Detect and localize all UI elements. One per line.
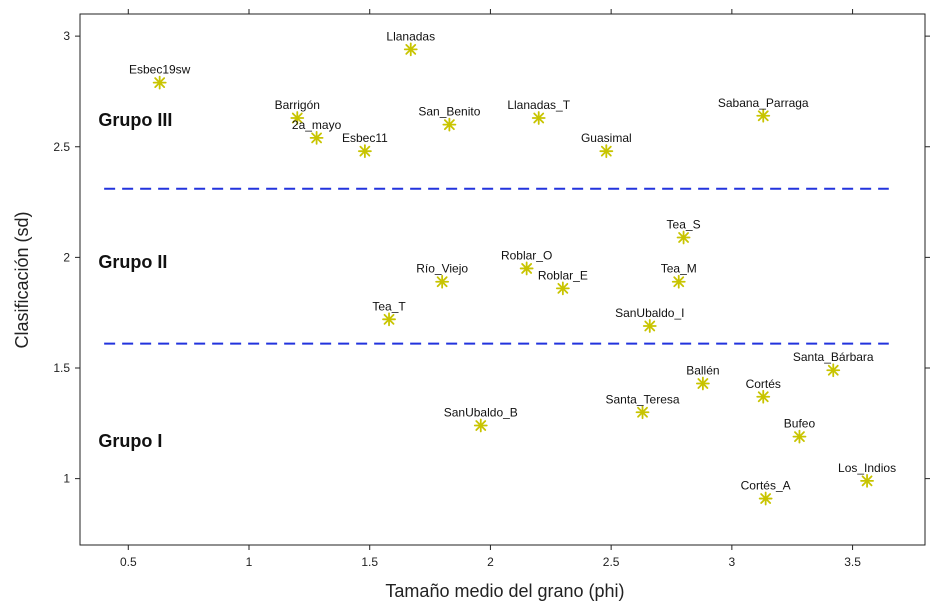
data-point: Tea_M <box>661 262 697 289</box>
x-tick-label: 2.5 <box>603 555 620 569</box>
asterisk-marker <box>154 77 166 88</box>
asterisk-marker <box>794 431 805 442</box>
point-label: San_Benito <box>418 105 480 119</box>
point-label: Llanadas_T <box>507 98 570 112</box>
x-tick-label: 3.5 <box>844 555 861 569</box>
point-label: Tea_T <box>372 299 406 313</box>
data-point: Los_Indios <box>838 461 896 488</box>
threshold-lines <box>104 187 889 345</box>
data-point: Guasimal <box>581 131 632 159</box>
asterisk-marker <box>673 276 685 288</box>
point-label: Roblar_O <box>501 248 552 262</box>
data-point: Cortés <box>746 377 781 404</box>
point-label: Río_Viejo <box>416 262 468 276</box>
y-tick-label: 1.5 <box>53 361 70 375</box>
asterisk-marker <box>757 391 769 403</box>
data-point: Roblar_E <box>538 268 588 296</box>
point-label: Santa_Teresa <box>605 392 679 406</box>
point-label: Roblar_E <box>538 268 588 282</box>
asterisk-marker <box>443 119 455 131</box>
data-point: Esbec19sw <box>129 63 191 90</box>
plot-frame <box>79 13 926 546</box>
y-tick-label: 2.5 <box>53 140 70 154</box>
asterisk-marker <box>475 420 487 431</box>
asterisk-marker <box>644 320 656 332</box>
data-point: Cortés_A <box>741 479 791 506</box>
point-label: Tea_M <box>661 262 697 276</box>
data-point: Santa_Teresa <box>605 392 680 420</box>
data-point: Santa_Bárbara <box>793 350 874 378</box>
data-point: 2a_mayo <box>292 118 342 145</box>
asterisk-marker <box>827 364 839 376</box>
point-label: Guasimal <box>581 131 632 145</box>
y-tick-label: 1 <box>63 472 70 486</box>
x-tick-label: 1 <box>246 555 253 569</box>
data-point: Barrigón <box>275 98 320 125</box>
asterisk-marker <box>600 145 612 157</box>
point-label: Sabana_Parraga <box>718 96 809 110</box>
point-label: Barrigón <box>275 98 320 112</box>
group-label: Grupo I <box>98 431 162 451</box>
point-label: SanUbaldo_B <box>444 406 518 420</box>
asterisk-marker <box>383 313 395 325</box>
asterisk-marker <box>533 112 545 124</box>
data-point: Bufeo <box>784 417 816 444</box>
asterisk-marker <box>861 475 873 487</box>
point-label: Llanadas <box>386 29 435 43</box>
point-label: Los_Indios <box>838 461 896 475</box>
data-point: Esbec11 <box>342 131 388 159</box>
asterisk-marker <box>760 493 772 504</box>
y-axis-title: Clasificación (sd) <box>12 211 32 348</box>
point-label: Cortés_A <box>741 479 791 493</box>
asterisk-marker <box>637 406 648 418</box>
asterisk-marker <box>359 145 371 157</box>
y-axis: 1 1.5 2 2.5 3 <box>53 29 930 486</box>
x-axis-title: Tamaño medio del grano (phi) <box>385 581 624 601</box>
group-labels: Grupo III Grupo II Grupo I <box>98 110 172 451</box>
asterisk-marker <box>436 276 448 288</box>
data-point: San_Benito <box>418 105 481 132</box>
x-tick-label: 1.5 <box>361 555 378 569</box>
point-label: Ballén <box>686 363 719 377</box>
asterisk-marker <box>291 112 303 124</box>
x-axis: 0.5 1 1.5 2 2.5 3 3.5 <box>120 9 861 569</box>
point-label: SanUbaldo_I <box>615 306 684 320</box>
point-label: 2a_mayo <box>292 118 342 132</box>
x-tick-label: 2 <box>487 555 494 569</box>
asterisk-marker <box>521 263 533 274</box>
asterisk-marker <box>757 110 769 122</box>
data-point: Tea_T <box>372 299 406 327</box>
asterisk-marker <box>557 282 569 294</box>
group-label: Grupo II <box>98 252 167 272</box>
data-point: SanUbaldo_I <box>615 306 684 333</box>
asterisk-marker <box>678 232 689 243</box>
data-point: Río_Viejo <box>416 262 468 289</box>
asterisk-marker <box>311 132 323 144</box>
data-point: Ballén <box>686 363 720 391</box>
data-point: Tea_S <box>667 217 701 245</box>
data-point: Llanadas <box>386 29 435 57</box>
data-point: Roblar_O <box>501 248 552 276</box>
point-label: Tea_S <box>667 217 701 231</box>
data-point: SanUbaldo_B <box>444 406 518 433</box>
group-label: Grupo III <box>98 110 172 130</box>
y-tick-label: 2 <box>63 250 70 264</box>
data-point: Sabana_Parraga <box>718 96 809 123</box>
point-label: Santa_Bárbara <box>793 350 874 364</box>
y-tick-label: 3 <box>63 29 70 43</box>
point-label: Bufeo <box>784 417 816 431</box>
x-tick-label: 3 <box>729 555 736 569</box>
x-tick-label: 0.5 <box>120 555 137 569</box>
asterisk-marker <box>405 44 417 55</box>
point-label: Cortés <box>746 377 781 391</box>
point-label: Esbec19sw <box>129 63 191 77</box>
data-point: Llanadas_T <box>507 98 571 125</box>
asterisk-marker <box>697 378 709 389</box>
point-label: Esbec11 <box>342 131 388 145</box>
